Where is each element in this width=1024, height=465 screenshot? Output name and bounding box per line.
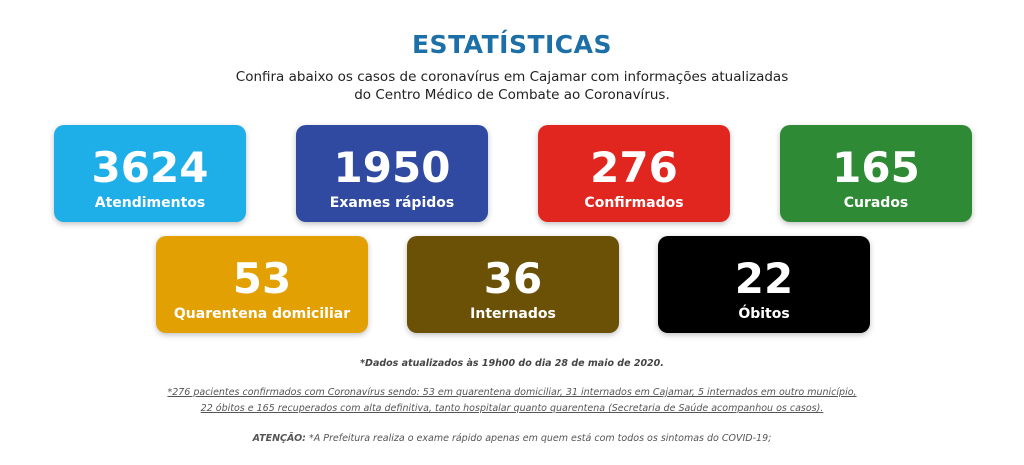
- stat-card-internados: 36 Internados: [407, 236, 619, 333]
- subtitle-line-2: do Centro Médico de Combate ao Coronavír…: [354, 87, 670, 103]
- stat-value: 3624: [91, 143, 209, 192]
- detail-line-2: 22 óbitos e 165 recuperados com alta def…: [200, 403, 824, 414]
- stat-value: 276: [590, 143, 678, 192]
- stat-label: Exames rápidos: [329, 195, 455, 211]
- stat-card-atendimentos: 3624 Atendimentos: [54, 125, 246, 222]
- stat-label: Internados: [470, 306, 556, 322]
- detail-line-1: *276 pacientes confirmados com Coronavír…: [167, 387, 857, 398]
- page-subtitle: Confira abaixo os casos de coronavírus e…: [0, 68, 1024, 104]
- stat-card-curados: 165 Curados: [780, 125, 972, 222]
- attention-label: ATENÇÃO:: [252, 433, 306, 444]
- stat-value: 22: [734, 254, 794, 303]
- stat-value: 36: [483, 254, 543, 303]
- stat-label: Curados: [843, 195, 909, 211]
- subtitle-line-1: Confira abaixo os casos de coronavírus e…: [235, 69, 789, 85]
- update-note: *Dados atualizados às 19h00 do dia 28 de…: [360, 358, 664, 369]
- stat-card-confirmados: 276 Confirmados: [538, 125, 730, 222]
- stat-card-exames-rapidos: 1950 Exames rápidos: [296, 125, 488, 222]
- stat-value: 1950: [333, 143, 451, 192]
- attention-text: *A Prefeitura realiza o exame rápido ape…: [305, 433, 772, 444]
- stat-label: Atendimentos: [94, 195, 206, 211]
- page-title: ESTATÍSTICAS: [411, 30, 613, 59]
- stat-card-quarentena-domiciliar: 53 Quarentena domiciliar: [156, 236, 368, 333]
- stat-label: Óbitos: [738, 306, 790, 322]
- stat-value: 165: [832, 143, 920, 192]
- stat-label: Quarentena domiciliar: [173, 306, 351, 322]
- attention-note: ATENÇÃO: *A Prefeitura realiza o exame r…: [0, 433, 1024, 444]
- detail-note: *276 pacientes confirmados com Coronavír…: [0, 385, 1024, 417]
- stat-label: Confirmados: [584, 195, 684, 211]
- stat-card-obitos: 22 Óbitos: [658, 236, 870, 333]
- stat-value: 53: [232, 254, 292, 303]
